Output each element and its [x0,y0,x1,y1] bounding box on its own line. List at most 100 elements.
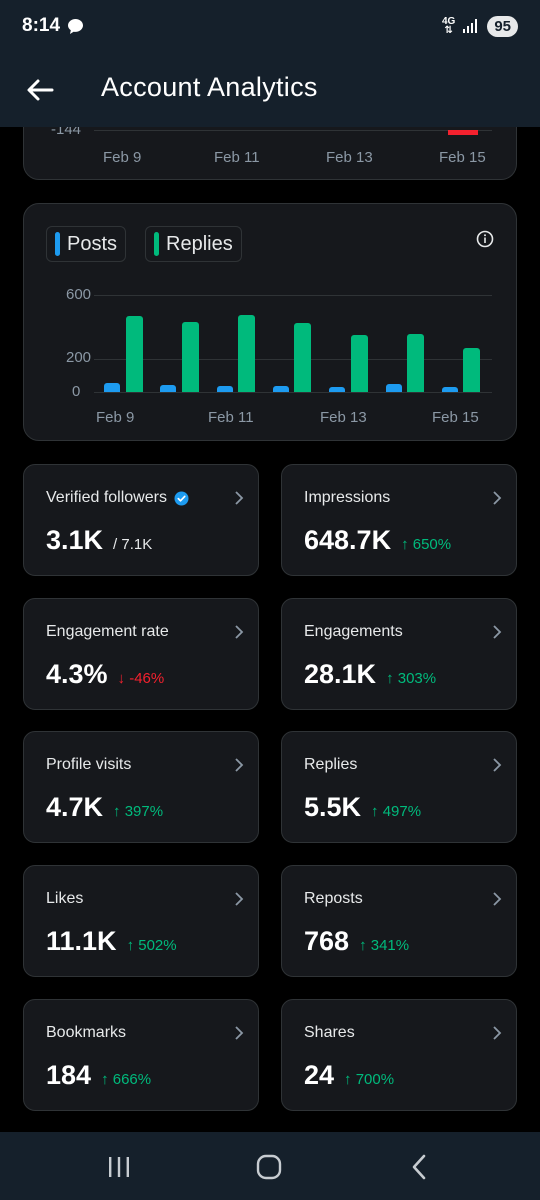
metric-label-row: Likes [46,890,83,908]
bar-replies-feb-15[interactable] [463,347,481,392]
metric-value-row: 184 ↑ 666% [46,1060,151,1091]
metric-value: 28.1K [304,659,377,689]
metric-profile-visits[interactable]: Profile visits 4.7K ↑ 397% [23,731,259,843]
trend-chart-card: -144 Feb 9 Feb 11 Feb 13 Feb 15 [23,127,517,180]
metric-value-row: 648.7K ↑ 650% [304,525,451,556]
bar-replies-feb-9[interactable] [125,316,143,392]
chevron-right-icon [493,758,502,772]
bar-posts-feb-12[interactable] [272,386,289,392]
system-nav-bar [0,1132,540,1200]
metric-total: / 7.1K [113,536,153,553]
bar-replies-feb-10[interactable] [181,322,199,392]
status-time: 8:14 [22,15,61,36]
network-indicator: 4G ⇅ [442,17,455,36]
bar-replies-feb-11[interactable] [238,315,256,392]
gridline [94,359,492,360]
x-tick-label: Feb 11 [208,409,254,426]
metric-value: 768 [304,926,350,956]
legend-posts-label: Posts [67,232,118,255]
posts-replies-chart-card: Posts Replies 600 200 0 Feb 9 Feb 11 Feb… [23,203,517,441]
metric-bookmarks[interactable]: Bookmarks 184 ↑ 666% [23,999,259,1111]
bar-replies-feb-12[interactable] [294,323,312,392]
metric-label: Engagements [304,623,403,640]
metric-impressions[interactable]: Impressions 648.7K ↑ 650% [281,464,517,576]
metric-reposts[interactable]: Reposts 768 ↑ 341% [281,865,517,977]
metric-engagements[interactable]: Engagements 28.1K ↑ 303% [281,598,517,710]
metric-change: ↑ 502% [126,937,177,954]
metric-label: Profile visits [46,756,132,773]
data-arrows-icon: ⇅ [444,25,453,36]
metric-value: 11.1K [46,926,117,956]
page-title: Account Analytics [101,72,318,102]
back-arrow-icon[interactable] [24,74,56,106]
chevron-right-icon [235,758,244,772]
metric-label-row: Replies [304,756,357,774]
legend-replies[interactable]: Replies [145,226,242,262]
chevron-right-icon [493,892,502,906]
bar-posts-feb-14[interactable] [385,383,402,392]
bar-posts-feb-15[interactable] [441,386,458,392]
signal-icon [463,19,478,33]
metric-label-row: Shares [304,1024,355,1042]
metric-value-row: 5.5K ↑ 497% [304,792,421,823]
x-tick-label: Feb 11 [214,149,260,166]
home-icon[interactable] [254,1152,284,1182]
legend-replies-label: Replies [166,232,233,255]
bar-posts-feb-9[interactable] [104,383,120,392]
metric-verified-followers[interactable]: Verified followers 3.1K / 7.1K [23,464,259,576]
y-tick-label: 0 [72,383,81,400]
bar-posts-feb-13[interactable] [329,387,346,392]
bar-replies-feb-14[interactable] [407,333,424,392]
info-icon[interactable] [476,230,494,248]
x-tick-label: Feb 13 [326,149,373,166]
y-tick-label: -144 [51,127,82,138]
metric-value: 3.1K [46,525,104,555]
metric-label: Engagement rate [46,623,169,640]
x-tick-label: Feb 15 [432,409,479,426]
metric-label: Shares [304,1024,355,1041]
back-icon[interactable] [405,1152,435,1182]
chat-bubble-icon [68,18,84,34]
metric-change: ↑ 341% [359,937,410,954]
metric-value-row: 24 ↑ 700% [304,1060,394,1091]
metric-change: ↑ 303% [386,670,437,687]
metric-label-row: Reposts [304,890,363,908]
metric-value: 184 [46,1060,92,1090]
gridline [94,392,492,393]
recent-apps-icon[interactable] [104,1152,134,1182]
metric-likes[interactable]: Likes 11.1K ↑ 502% [23,865,259,977]
metric-label: Bookmarks [46,1024,127,1041]
chevron-right-icon [235,892,244,906]
bar-posts-feb-11[interactable] [216,385,233,392]
legend-posts[interactable]: Posts [46,226,127,262]
chevron-right-icon [493,1026,502,1040]
metric-change: ↑ 497% [371,803,422,820]
metric-label: Impressions [304,489,391,506]
metric-value-row: 4.7K ↑ 397% [46,792,163,823]
negative-bar [448,130,478,135]
metric-value-row: 28.1K ↑ 303% [304,659,436,690]
metric-change: ↑ 397% [113,803,164,820]
metric-replies[interactable]: Replies 5.5K ↑ 497% [281,731,517,843]
metric-engagement-rate[interactable]: Engagement rate 4.3% ↓ -46% [23,598,259,710]
metric-value-row: 4.3% ↓ -46% [46,659,164,690]
metric-shares[interactable]: Shares 24 ↑ 700% [281,999,517,1111]
chevron-right-icon [493,625,502,639]
bar-posts-feb-10[interactable] [160,384,177,392]
metric-value-row: 11.1K ↑ 502% [46,926,177,957]
chevron-right-icon [235,491,244,505]
metric-label: Likes [46,890,84,907]
y-tick-label: 200 [66,349,92,366]
metric-label: Verified followers [46,489,167,506]
battery-indicator: 95 [487,15,518,37]
bar-replies-feb-13[interactable] [350,334,368,392]
metric-change: ↑ 650% [401,536,452,553]
metric-label-row: Verified followers [46,489,189,507]
metric-value: 4.3% [46,659,108,689]
analytics-content[interactable]: -144 Feb 9 Feb 11 Feb 13 Feb 15 Posts Re… [0,127,540,1132]
posts-swatch [55,232,60,256]
chevron-right-icon [235,625,244,639]
app-bar: Account Analytics [0,52,540,127]
metric-label-row: Engagements [304,623,403,641]
metric-change: ↑ 700% [344,1071,395,1088]
